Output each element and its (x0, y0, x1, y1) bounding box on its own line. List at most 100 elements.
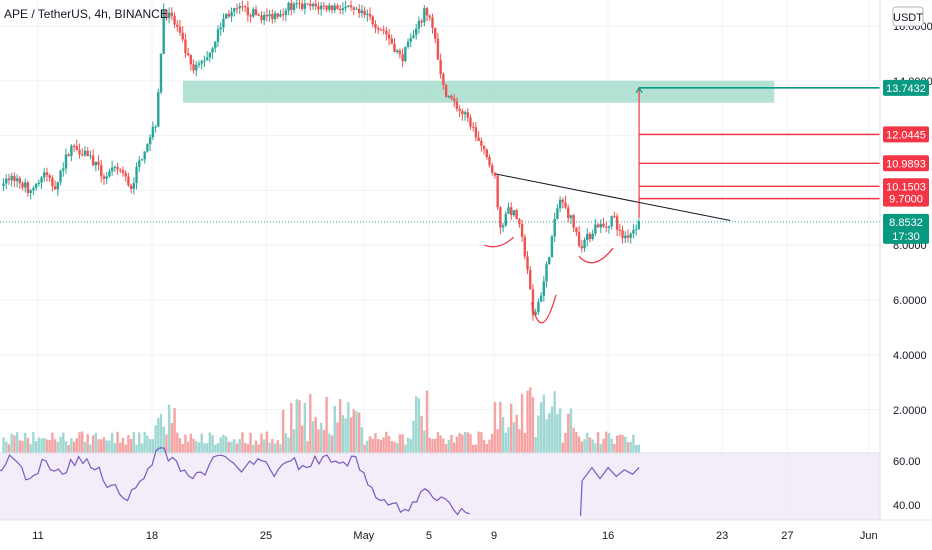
candle-body (580, 245, 584, 249)
volume-bar (271, 438, 274, 453)
arrow-head (635, 86, 643, 94)
candle (287, 1, 290, 16)
candle-body (575, 227, 578, 233)
candle-body (583, 240, 586, 249)
candle (472, 121, 475, 132)
candle-body (423, 8, 426, 23)
volume-bar (143, 431, 146, 453)
candle (526, 251, 529, 275)
candle (382, 25, 385, 35)
candle (224, 13, 228, 19)
price-tick-label: 6.0000 (893, 295, 927, 307)
candle (75, 139, 79, 151)
volume-bar (216, 443, 220, 453)
volume-bar (56, 441, 60, 453)
price-tag[interactable]: 13.7432 (883, 79, 929, 96)
candle-body (132, 182, 136, 189)
volume-bar (385, 431, 388, 453)
candle (496, 174, 499, 211)
candle (607, 225, 611, 234)
candle-body (395, 50, 399, 52)
candle (512, 209, 516, 217)
candle-body (45, 172, 49, 176)
candle-body (548, 257, 551, 265)
candle-body (382, 29, 385, 31)
candle (279, 9, 282, 18)
candle (376, 25, 380, 34)
volume-bar (7, 444, 11, 453)
candle-body (165, 10, 168, 19)
volume-bar (634, 444, 638, 453)
candle-body (425, 8, 429, 16)
candle (257, 13, 260, 16)
candle (610, 215, 613, 230)
candle (325, 5, 328, 12)
price-tag[interactable]: 8.8532 (883, 213, 929, 230)
candle (488, 154, 491, 168)
volume-bar (322, 429, 326, 453)
price-tag[interactable]: 12.0445 (883, 126, 929, 143)
price-tag-label: 10.1503 (886, 181, 926, 193)
candle (121, 166, 125, 177)
price-tag[interactable]: 17:30 (883, 227, 929, 244)
candle (181, 26, 184, 42)
volume-bar (325, 396, 328, 453)
candle-body (21, 183, 24, 188)
candle-body (59, 170, 62, 183)
price-tag[interactable]: 10.9893 (883, 155, 929, 172)
currency-badge[interactable]: USDT (892, 6, 924, 27)
volume-bar (72, 441, 76, 453)
candle (197, 60, 201, 68)
candle-body (317, 6, 320, 10)
neckline-trend-line (495, 173, 731, 222)
candle-body (493, 172, 497, 176)
candle-body (596, 224, 600, 228)
volume-bar (588, 437, 592, 453)
candle (379, 27, 383, 31)
candle (89, 150, 92, 160)
candle (162, 3, 165, 55)
candle (83, 146, 87, 157)
candle (477, 131, 480, 142)
candle-body (368, 13, 372, 17)
candle (417, 16, 421, 34)
volume-bar (75, 438, 79, 453)
currency-label: USDT (893, 12, 923, 24)
candle-body (485, 149, 488, 157)
candle-body (303, 3, 307, 9)
volume-bar (387, 435, 391, 453)
candle (575, 227, 578, 237)
candle (184, 33, 187, 58)
volume-bar (243, 442, 247, 453)
candle (303, 0, 307, 15)
candle-body (154, 126, 157, 128)
volume-bar (5, 441, 8, 453)
candle (154, 124, 157, 133)
volume-bar (482, 439, 486, 453)
candle-body (599, 223, 603, 228)
candle (550, 235, 554, 258)
price-tag[interactable]: 9.7000 (883, 190, 929, 207)
candle-body (496, 175, 499, 208)
candle (100, 160, 103, 183)
pattern-arc (578, 247, 614, 264)
candle-body (97, 161, 100, 165)
volume-bar (113, 443, 117, 453)
candle-body (257, 14, 260, 16)
candle (569, 214, 573, 224)
candle-body (100, 164, 103, 177)
volume-bar (355, 411, 358, 453)
volume-bar (287, 437, 290, 453)
volume-bar (64, 441, 68, 453)
candle-body (572, 215, 575, 228)
price-tag[interactable]: 10.1503 (883, 178, 929, 195)
candle-body (146, 144, 149, 152)
candle-body (26, 182, 30, 194)
time-tick-label: Jun (860, 530, 878, 542)
candle-body (632, 230, 635, 234)
candle-body (330, 5, 334, 11)
candle-body (18, 178, 22, 184)
time-tick-label: 11 (32, 530, 43, 542)
